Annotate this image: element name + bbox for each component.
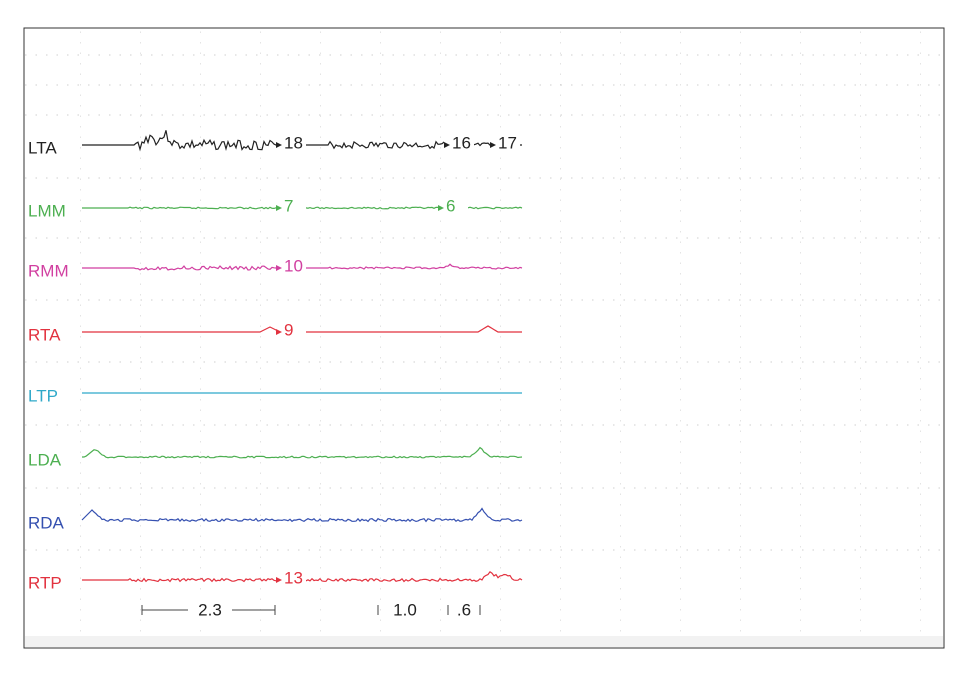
- scale-label-bg: [188, 598, 232, 622]
- channel-label: RMM: [28, 261, 69, 280]
- marker-arrow: [438, 205, 444, 211]
- channel-label: LMM: [28, 201, 66, 220]
- marker-arrow: [276, 142, 282, 148]
- grid: [25, 29, 943, 647]
- marker-arrow: [276, 577, 282, 583]
- marker-label: 7: [284, 196, 293, 215]
- channel-label: LTP: [28, 386, 58, 405]
- channel-label: LTA: [28, 138, 57, 157]
- marker-label: 17: [498, 133, 517, 152]
- scale-label: 2.3: [198, 600, 222, 619]
- marker-arrow: [490, 142, 496, 148]
- marker-label: 13: [284, 568, 303, 587]
- marker-label: 10: [284, 256, 303, 275]
- channel-label: LDA: [28, 450, 62, 469]
- marker-bg: [490, 134, 520, 154]
- marker-arrow: [276, 329, 282, 335]
- marker-bg: [276, 321, 306, 341]
- marker-label: 18: [284, 133, 303, 152]
- trace: [81, 507, 523, 523]
- marker-bg: [276, 134, 306, 154]
- marker-bg: [444, 134, 474, 154]
- scale-bar: 2.3 1.0 .6: [141, 598, 481, 622]
- traces: LTA 18 16 17 LMM 7 6 RMM 10 RTA 9 LTP LDA RDA RTP 13: [28, 130, 523, 592]
- marker-bg: [276, 569, 306, 589]
- marker-arrow: [276, 265, 282, 271]
- marker-arrow: [444, 142, 450, 148]
- scale-label: 1.0: [393, 600, 417, 619]
- footer-strip: [25, 636, 943, 647]
- scale-label: .6: [457, 600, 471, 619]
- trace: [82, 446, 523, 459]
- channel-label: RDA: [28, 513, 65, 532]
- marker-bg: [276, 197, 306, 217]
- marker-arrow: [276, 205, 282, 211]
- marker-bg: [276, 257, 306, 277]
- marker-bg: [438, 197, 468, 217]
- marker-label: 16: [452, 133, 471, 152]
- channel-label: RTA: [28, 325, 61, 344]
- marker-label: 6: [446, 196, 455, 215]
- channel-label: RTP: [28, 573, 62, 592]
- marker-label: 9: [284, 320, 293, 339]
